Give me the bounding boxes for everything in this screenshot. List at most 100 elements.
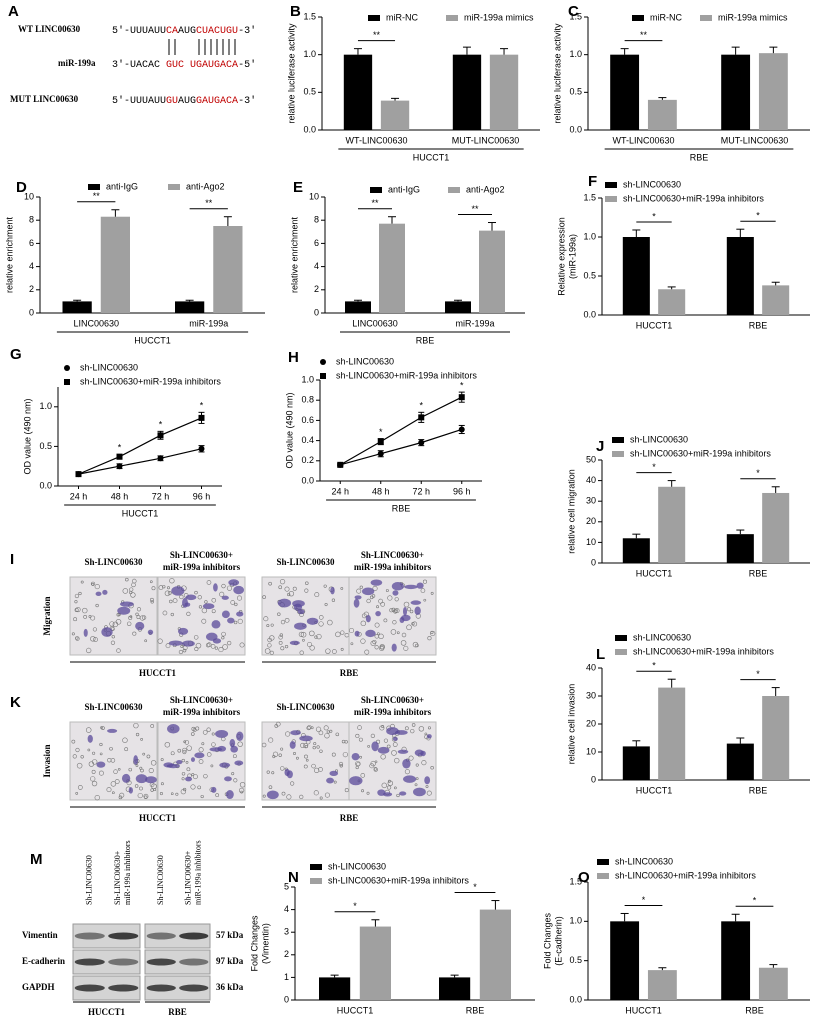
stained-cell bbox=[391, 582, 404, 591]
cell-debris bbox=[366, 791, 370, 795]
cell-debris bbox=[119, 792, 125, 798]
x-tick-label: RBE bbox=[466, 1005, 485, 1015]
x-tick-label: HUCCT1 bbox=[337, 1005, 374, 1015]
cell-debris bbox=[358, 737, 363, 742]
cell-debris bbox=[376, 632, 380, 636]
y-axis-label: relative enrichment bbox=[289, 216, 299, 293]
cell-debris bbox=[403, 601, 410, 608]
cell-debris bbox=[392, 620, 397, 625]
legend-swatch bbox=[700, 15, 712, 21]
cell-debris bbox=[378, 598, 384, 604]
y-tick-label: 0 bbox=[591, 557, 596, 567]
cell-debris bbox=[331, 752, 336, 757]
point bbox=[458, 394, 465, 401]
cell-debris bbox=[195, 726, 200, 731]
cell-debris bbox=[165, 643, 171, 649]
cell-debris bbox=[169, 578, 175, 584]
y-tick-label: 10 bbox=[309, 191, 319, 201]
cell-debris bbox=[111, 635, 115, 639]
stained-cell bbox=[101, 627, 113, 637]
cell-debris bbox=[284, 644, 289, 649]
panel-label: B bbox=[290, 3, 301, 20]
cell-debris bbox=[112, 621, 119, 628]
y-tick-label: 0.0 bbox=[303, 124, 316, 134]
stained-cell bbox=[185, 776, 193, 782]
blot-band bbox=[179, 958, 209, 966]
y-tick-label: 2 bbox=[314, 284, 319, 294]
cell-debris bbox=[387, 595, 393, 601]
stained-cell bbox=[184, 602, 191, 607]
stained-cell bbox=[404, 584, 418, 590]
cell-debris bbox=[125, 577, 129, 582]
y-tick-label: 0.5 bbox=[39, 441, 52, 451]
cell-debris bbox=[295, 756, 299, 760]
x-tick-label: WT-LINC00630 bbox=[612, 135, 674, 145]
cell-debris bbox=[280, 766, 285, 771]
legend-marker bbox=[320, 373, 326, 379]
group-label: RBE bbox=[392, 503, 411, 513]
cell-debris bbox=[124, 747, 129, 752]
cell-debris bbox=[286, 794, 292, 800]
significance-label: * bbox=[460, 380, 464, 390]
sequence-part: 5'-UUUAUU bbox=[112, 95, 166, 107]
x-tick-label: MUT-LINC00630 bbox=[452, 135, 520, 145]
cell-debris bbox=[116, 648, 121, 653]
blot-band bbox=[74, 932, 105, 940]
bar bbox=[758, 53, 788, 130]
cell-debris bbox=[303, 764, 308, 769]
legend-label: sh-LINC00630+miR-199a inhibitors bbox=[633, 646, 774, 656]
cell-debris bbox=[180, 645, 184, 649]
x-tick-label: RBE bbox=[745, 1005, 764, 1015]
x-tick-label: LINC00630 bbox=[352, 318, 398, 328]
cell-debris bbox=[331, 649, 337, 654]
y-tick-label: 0.0 bbox=[39, 480, 52, 490]
y-tick-label: 20 bbox=[586, 516, 596, 526]
cell-debris bbox=[381, 782, 388, 789]
cell-debris bbox=[316, 745, 320, 749]
legend-label: anti-IgG bbox=[106, 181, 138, 191]
cell-debris bbox=[379, 725, 385, 731]
row-label: GAPDH bbox=[22, 982, 55, 992]
size-label: 57 kDa bbox=[216, 930, 244, 940]
cell-debris bbox=[304, 588, 309, 593]
significance-label: * bbox=[200, 401, 204, 411]
cell-debris bbox=[310, 726, 314, 730]
cell-debris bbox=[87, 748, 91, 752]
cell-debris bbox=[335, 732, 340, 737]
cell-debris bbox=[418, 726, 425, 732]
cell-debris bbox=[406, 624, 412, 631]
group-label: RBE bbox=[416, 335, 435, 345]
sequence-part: GAUGACA bbox=[196, 96, 238, 107]
row-label: Migration bbox=[42, 597, 52, 636]
legend-swatch bbox=[615, 649, 627, 655]
stained-cell bbox=[293, 603, 303, 611]
y-tick-label: 3 bbox=[284, 927, 289, 937]
significance-label: * bbox=[353, 901, 357, 911]
significance-label: * bbox=[652, 211, 656, 221]
stained-cell bbox=[211, 620, 221, 629]
stained-cell bbox=[121, 773, 131, 783]
cell-debris bbox=[278, 753, 282, 757]
cell-debris bbox=[372, 585, 378, 591]
panel-label: M bbox=[30, 851, 43, 868]
cell-debris bbox=[318, 730, 324, 736]
bar bbox=[319, 977, 351, 1000]
cell-debris bbox=[198, 747, 204, 753]
cell-debris bbox=[117, 767, 121, 771]
stained-cell bbox=[330, 586, 335, 595]
cell-debris bbox=[76, 762, 83, 769]
blot-band bbox=[108, 958, 139, 966]
cell-debris bbox=[236, 595, 243, 601]
significance-label: * bbox=[642, 895, 646, 905]
cell-debris bbox=[181, 777, 185, 781]
y-tick-label: 0.5 bbox=[569, 87, 582, 97]
line bbox=[78, 448, 202, 475]
panel-label: N bbox=[288, 869, 299, 886]
bar bbox=[489, 54, 519, 130]
group-label: HUCCT1 bbox=[122, 508, 159, 518]
cell-debris bbox=[86, 647, 92, 654]
stained-cell bbox=[230, 745, 238, 753]
cell-debris bbox=[214, 646, 218, 650]
group-label: RBE bbox=[340, 668, 359, 678]
legend-label: sh-LINC00630+miR-199a inhibitors bbox=[615, 870, 756, 880]
